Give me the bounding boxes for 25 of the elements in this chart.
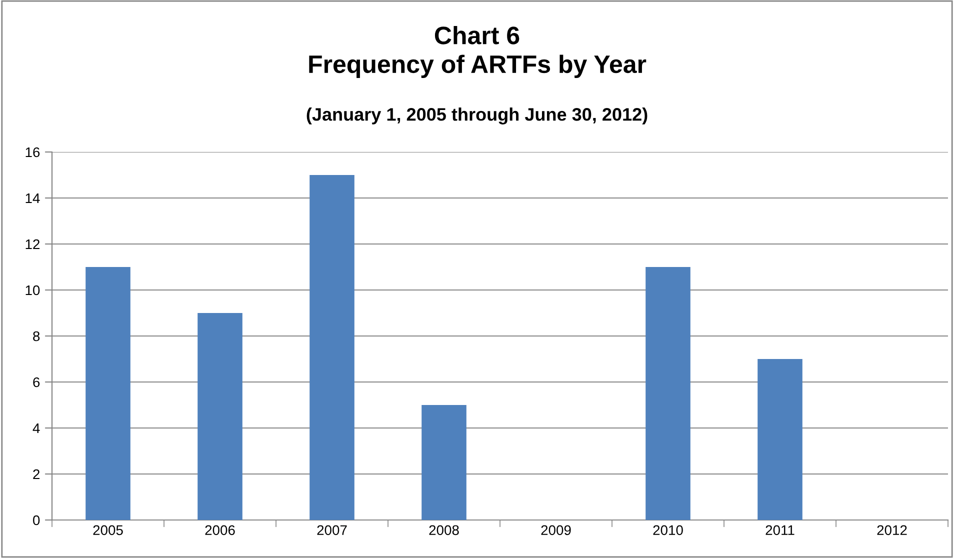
- bar: [198, 313, 242, 520]
- bar: [646, 267, 690, 520]
- x-tick-label: 2006: [205, 525, 235, 536]
- chart-title: Chart 6 Frequency of ARTFs by Year: [309, 26, 646, 78]
- y-tick-label: 14: [26, 193, 40, 204]
- y-tick-label: 16: [26, 147, 40, 158]
- y-tick-label: 4: [32, 423, 40, 434]
- x-tick-label: 2012: [877, 525, 907, 536]
- x-tick-label: 2011: [766, 525, 794, 536]
- y-tick-label: 2: [33, 469, 40, 480]
- bar: [422, 405, 466, 520]
- y-tick-label: 8: [33, 331, 40, 342]
- x-tick-label: 2007: [317, 525, 347, 536]
- y-tick-label: 12: [26, 239, 40, 250]
- x-tick-label: 2005: [93, 525, 123, 536]
- x-tick-label: 2009: [541, 525, 571, 536]
- chart-subtitle: (January 1, 2005 through June 30, 2012): [306, 108, 648, 124]
- y-tick-label: 6: [33, 377, 40, 388]
- bar: [758, 359, 802, 520]
- bar: [86, 267, 130, 520]
- x-tick-label: 2008: [429, 525, 459, 536]
- y-tick-label: 0: [33, 515, 40, 526]
- x-tick-label: 2010: [653, 525, 683, 536]
- bar: [310, 175, 354, 520]
- y-tick-label: 10: [26, 285, 40, 296]
